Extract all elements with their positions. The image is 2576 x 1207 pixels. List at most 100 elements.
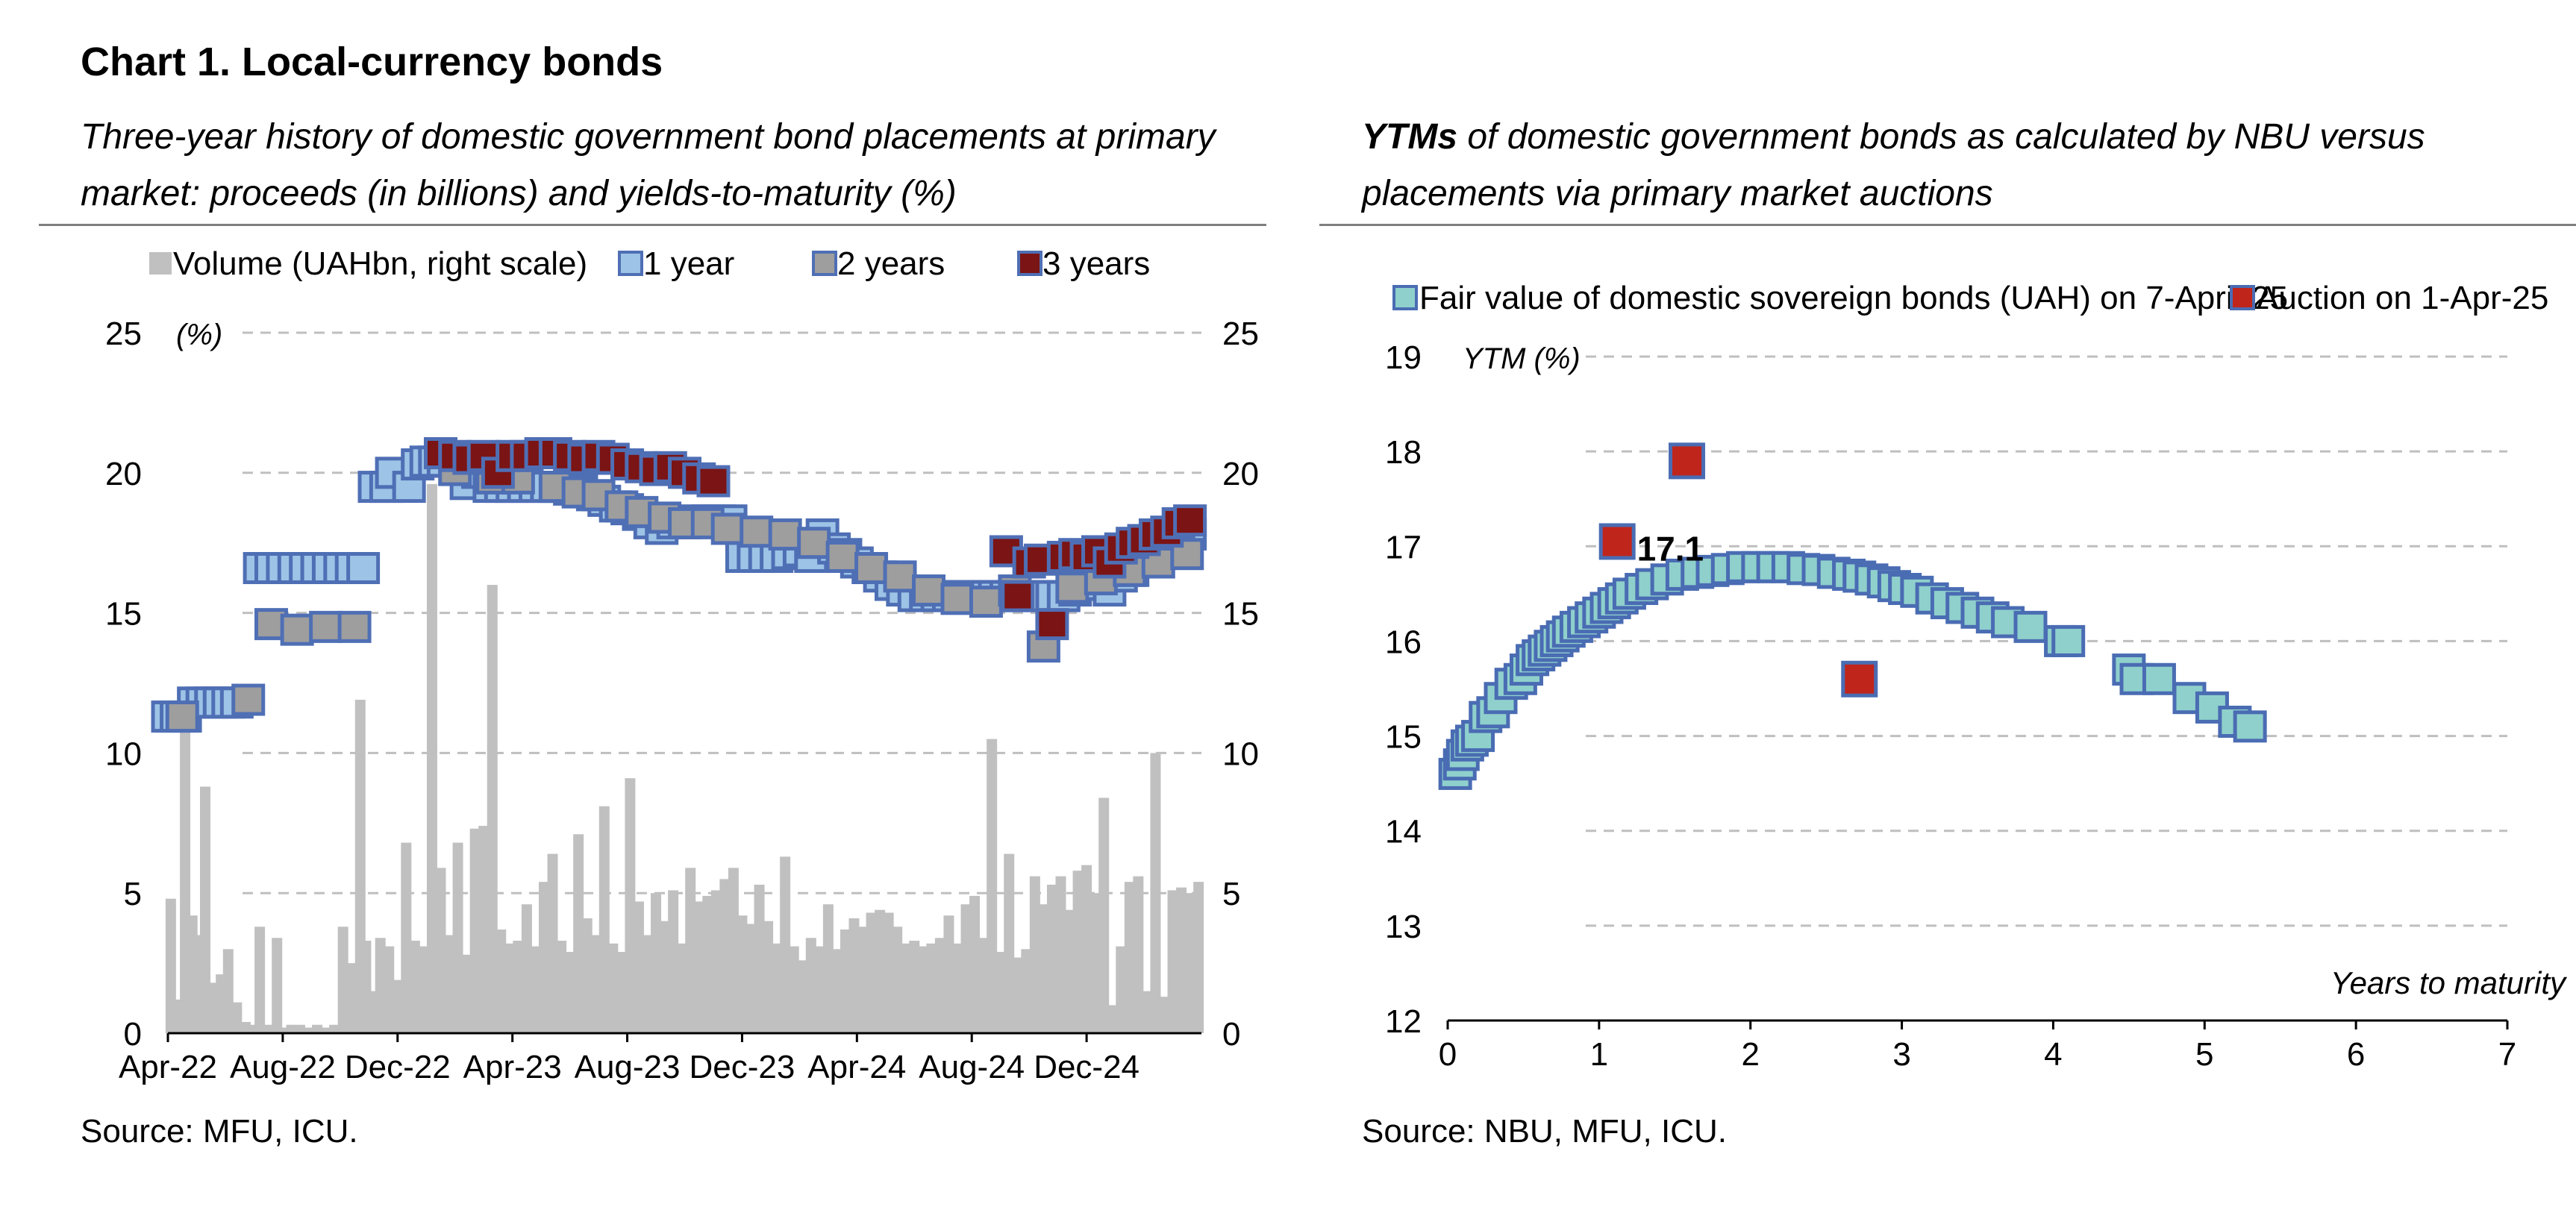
left-volume-bars bbox=[165, 483, 1204, 1033]
volume-bar bbox=[978, 938, 989, 1033]
legend-label: Auction on 1-Apr-25 bbox=[2257, 280, 2548, 316]
volume-bar bbox=[1055, 876, 1066, 1033]
volume-bar bbox=[1012, 957, 1023, 1033]
volume-bar bbox=[286, 1024, 297, 1033]
volume-bar bbox=[409, 941, 420, 1033]
volume-bar bbox=[272, 938, 283, 1033]
marker-auction bbox=[1841, 660, 1878, 697]
legend-swatch bbox=[1392, 285, 1418, 310]
volume-bar bbox=[951, 943, 963, 1033]
volume-bar bbox=[909, 941, 920, 1033]
volume-bar bbox=[384, 946, 395, 1033]
volume-bar bbox=[1150, 753, 1161, 1033]
marker-3-years bbox=[696, 465, 731, 498]
left-divider bbox=[39, 224, 1266, 226]
volume-bar bbox=[1116, 946, 1127, 1033]
volume-bar bbox=[521, 904, 532, 1033]
volume-bar bbox=[231, 1002, 243, 1033]
volume-bar bbox=[805, 938, 816, 1033]
right-axis-tick-label: 5 bbox=[1222, 876, 1240, 912]
x-axis-tick-label: 3 bbox=[1892, 1036, 1910, 1073]
volume-bar bbox=[625, 778, 636, 1033]
volume-bar bbox=[556, 941, 567, 1033]
volume-bar bbox=[822, 904, 834, 1033]
volume-bar bbox=[754, 884, 765, 1033]
y-axis-tick-label: 15 bbox=[1385, 719, 1422, 756]
volume-bar bbox=[366, 991, 378, 1033]
y-axis-tick-label: 12 bbox=[1385, 1003, 1422, 1040]
data-annotation: 17.1 bbox=[1637, 529, 1704, 568]
marker-auction bbox=[1598, 523, 1636, 560]
x-axis-tick-label: 4 bbox=[2044, 1036, 2062, 1073]
marker-2-years bbox=[710, 512, 745, 545]
marker-fair-value bbox=[2013, 610, 2048, 643]
volume-bar bbox=[1141, 991, 1152, 1033]
volume-bar bbox=[676, 943, 687, 1033]
volume-bar bbox=[346, 963, 357, 1033]
x-axis-tick-label: Apr-22 bbox=[119, 1049, 217, 1085]
left-series-2-years bbox=[165, 454, 1204, 733]
volume-bar bbox=[995, 952, 1006, 1033]
volume-bar bbox=[254, 927, 266, 1033]
volume-bar bbox=[401, 842, 412, 1033]
marker-fair-value bbox=[2051, 624, 2086, 657]
x-axis-label: Years to maturity bbox=[2330, 965, 2568, 1000]
marker-2-years bbox=[165, 700, 199, 733]
volume-bar bbox=[1124, 882, 1135, 1033]
volume-bar bbox=[892, 927, 903, 1033]
volume-bar bbox=[840, 929, 851, 1033]
volume-bar bbox=[478, 826, 490, 1033]
marker-2-years bbox=[768, 518, 802, 551]
volume-bar bbox=[263, 1024, 274, 1033]
marker-3-years bbox=[1001, 580, 1035, 612]
marker-3-years bbox=[481, 457, 515, 489]
volume-bar bbox=[659, 921, 670, 1033]
volume-bar bbox=[917, 946, 928, 1033]
marker-1-year bbox=[346, 552, 381, 585]
volume-bar bbox=[651, 893, 662, 1033]
volume-bar bbox=[337, 927, 348, 1033]
volume-bar bbox=[1107, 1005, 1118, 1033]
legend-swatch bbox=[618, 251, 643, 276]
volume-bar bbox=[987, 739, 998, 1033]
y-axis-label: YTM (%) bbox=[1463, 342, 1581, 375]
left-axis-tick-label: 20 bbox=[105, 456, 142, 492]
left-series-3-years bbox=[423, 437, 1207, 641]
volume-bar bbox=[797, 960, 808, 1033]
marker-2-years bbox=[825, 540, 860, 573]
volume-bar bbox=[312, 1024, 323, 1033]
volume-bar bbox=[814, 946, 825, 1033]
volume-bar bbox=[1193, 882, 1204, 1033]
volume-bar bbox=[633, 901, 644, 1033]
y-axis-tick-label: 19 bbox=[1385, 339, 1422, 376]
legend-swatch bbox=[149, 252, 172, 275]
volume-bar bbox=[469, 828, 481, 1033]
legend-swatch bbox=[2230, 285, 2255, 310]
volume-bar bbox=[222, 949, 234, 1033]
volume-bar bbox=[745, 924, 756, 1033]
marker-3-years bbox=[1035, 608, 1069, 641]
volume-bar bbox=[1046, 884, 1057, 1033]
volume-bar bbox=[452, 842, 463, 1033]
left-chart-subtitle: Three-year history of domestic governmen… bbox=[81, 117, 1216, 213]
x-axis-tick-label: Dec-23 bbox=[690, 1049, 795, 1085]
legend-label: Fair value of domestic sovereign bonds (… bbox=[1419, 280, 2288, 316]
volume-bar bbox=[435, 868, 446, 1033]
volume-bar bbox=[642, 935, 653, 1033]
volume-bar bbox=[426, 483, 437, 1033]
volume-bar bbox=[418, 946, 429, 1033]
volume-bar bbox=[444, 935, 455, 1033]
legend-label: 3 years bbox=[1042, 245, 1150, 282]
right-series-auction bbox=[1598, 442, 1878, 697]
volume-bar bbox=[943, 915, 954, 1033]
volume-bar bbox=[780, 856, 791, 1033]
volume-bar bbox=[538, 882, 549, 1033]
volume-bar bbox=[702, 895, 713, 1033]
volume-bar bbox=[303, 1027, 314, 1033]
volume-bar bbox=[495, 929, 507, 1033]
left-axis-tick-label: 15 bbox=[105, 596, 142, 633]
volume-bar bbox=[883, 912, 894, 1033]
x-axis-tick-label: 5 bbox=[2195, 1036, 2213, 1073]
